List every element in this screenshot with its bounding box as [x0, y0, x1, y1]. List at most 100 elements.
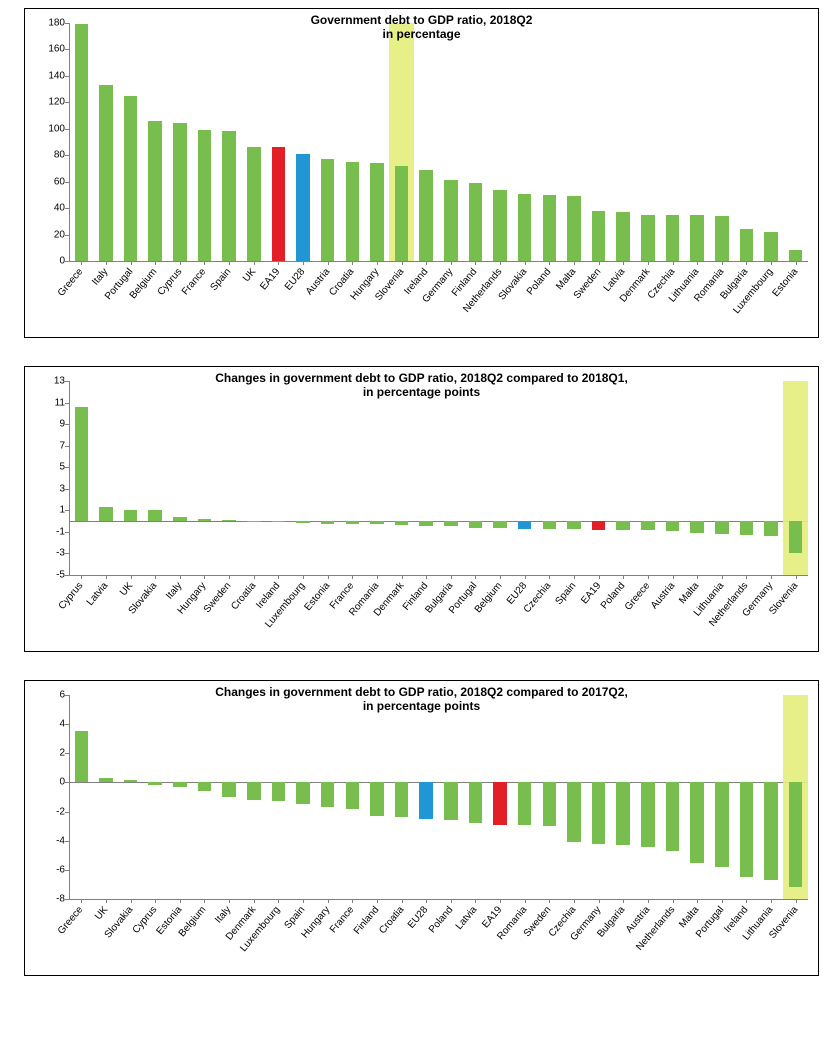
y-tick-label: -3: [56, 548, 65, 559]
y-tick-label: 60: [54, 176, 65, 187]
y-tick-label: -6: [56, 864, 65, 875]
x-tick: [155, 575, 156, 579]
x-tick: [451, 899, 452, 903]
x-label: Croatia: [229, 580, 258, 612]
x-tick: [402, 899, 403, 903]
bar: [666, 521, 680, 531]
bar: [419, 521, 433, 526]
bar: [124, 96, 138, 261]
x-tick: [278, 261, 279, 265]
x-tick: [426, 575, 427, 579]
x-tick: [525, 575, 526, 579]
x-tick: [303, 261, 304, 265]
bar: [321, 159, 335, 261]
bar: [740, 229, 754, 261]
x-tick: [599, 899, 600, 903]
x-tick: [229, 575, 230, 579]
x-label: France: [180, 266, 208, 297]
x-tick: [525, 899, 526, 903]
x-tick: [328, 575, 329, 579]
x-tick: [180, 575, 181, 579]
bar: [222, 131, 236, 261]
x-tick: [204, 261, 205, 265]
bar: [690, 215, 704, 261]
y-tick-label: 13: [54, 376, 65, 387]
y-tick-label: 20: [54, 229, 65, 240]
x-label: Greece: [56, 266, 86, 298]
bar: [469, 521, 483, 527]
bar: [592, 782, 606, 843]
bar: [222, 520, 236, 521]
bar: [789, 250, 803, 261]
x-tick: [229, 899, 230, 903]
x-tick: [155, 899, 156, 903]
x-tick: [574, 899, 575, 903]
x-tick: [352, 899, 353, 903]
x-label: EA19: [259, 266, 283, 292]
x-tick: [500, 899, 501, 903]
x-label: Austria: [648, 580, 676, 611]
bar: [740, 782, 754, 877]
x-label: Cyprus: [57, 580, 86, 611]
bar: [272, 782, 286, 801]
x-tick: [549, 261, 550, 265]
bar: [444, 521, 458, 526]
x-tick: [673, 575, 674, 579]
x-tick: [500, 575, 501, 579]
bar: [567, 521, 581, 529]
bar: [75, 24, 89, 261]
bar: [616, 521, 630, 530]
bar: [75, 407, 89, 521]
x-tick: [623, 261, 624, 265]
y-tick-label: -5: [56, 570, 65, 581]
bar: [666, 215, 680, 261]
x-tick: [623, 899, 624, 903]
x-tick: [254, 575, 255, 579]
x-tick: [697, 575, 698, 579]
bar: [198, 130, 212, 261]
x-label: UK: [93, 904, 110, 922]
chart-change-yoy: Changes in government debt to GDP ratio,…: [24, 680, 819, 976]
bar: [641, 215, 655, 261]
x-tick: [475, 899, 476, 903]
bar: [715, 216, 729, 261]
x-tick: [180, 899, 181, 903]
y-tick-label: 180: [48, 18, 65, 29]
bar: [124, 780, 138, 783]
bar: [715, 782, 729, 867]
x-tick: [746, 261, 747, 265]
bar: [493, 521, 507, 527]
x-tick: [254, 261, 255, 265]
bar: [296, 154, 310, 261]
bar: [543, 521, 557, 529]
bar: [272, 521, 286, 522]
x-tick: [673, 899, 674, 903]
chart-debt-ratio: Government debt to GDP ratio, 2018Q2 in …: [24, 8, 819, 338]
y-tick-label: -1: [56, 526, 65, 537]
bar: [690, 521, 704, 533]
x-label: Finland: [352, 904, 382, 936]
bar: [173, 517, 187, 521]
bar: [616, 782, 630, 845]
bar: [616, 212, 630, 261]
x-tick: [574, 261, 575, 265]
x-tick: [155, 261, 156, 265]
bar: [75, 731, 89, 782]
x-tick: [131, 575, 132, 579]
bar: [419, 782, 433, 818]
y-axis: [69, 695, 70, 899]
x-tick: [623, 575, 624, 579]
bar: [346, 782, 360, 808]
bar: [370, 782, 384, 816]
x-tick: [402, 261, 403, 265]
bar: [493, 782, 507, 824]
x-tick: [180, 261, 181, 265]
x-label: UK: [241, 266, 258, 284]
bar: [346, 521, 360, 524]
bar: [247, 147, 261, 261]
bar: [346, 162, 360, 261]
x-tick: [648, 899, 649, 903]
x-tick: [352, 575, 353, 579]
y-axis: [69, 23, 70, 261]
bar: [148, 782, 162, 785]
